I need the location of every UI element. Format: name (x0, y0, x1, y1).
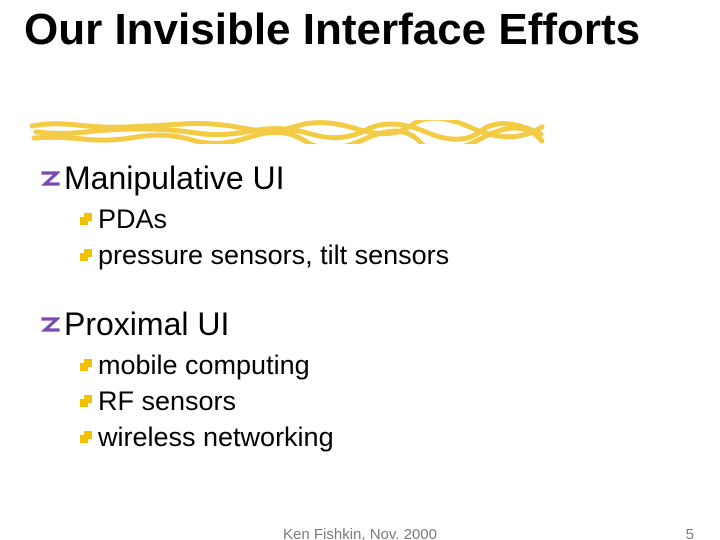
page-number: 5 (686, 526, 694, 540)
slide-title: Our Invisible Interface Efforts (24, 6, 664, 54)
bullet-level2: mobile computing (78, 350, 310, 381)
footer-author: Ken Fishkin, Nov. 2000 (0, 526, 720, 540)
bullet-level1: Proximal UI (40, 306, 229, 343)
bullet-level2: pressure sensors, tilt sensors (78, 240, 449, 271)
bullet-text: mobile computing (98, 350, 310, 380)
sub-bullet-icon (78, 357, 94, 373)
bullet-level2: PDAs (78, 204, 167, 235)
z-bullet-icon (40, 169, 60, 189)
sub-bullet-icon (78, 211, 94, 227)
bullet-text: Proximal UI (64, 306, 229, 342)
bullet-level2: wireless networking (78, 422, 334, 453)
bullet-text: Manipulative UI (64, 160, 285, 196)
z-bullet-icon (40, 315, 60, 335)
sub-bullet-icon (78, 429, 94, 445)
bullet-text: pressure sensors, tilt sensors (98, 240, 449, 270)
bullet-text: PDAs (98, 204, 167, 234)
bullet-level2: RF sensors (78, 386, 236, 417)
bullet-text: wireless networking (98, 422, 334, 452)
sub-bullet-icon (78, 247, 94, 263)
slide: Our Invisible Interface Efforts Manipula… (0, 0, 720, 540)
title-underline (30, 120, 550, 144)
bullet-text: RF sensors (98, 386, 236, 416)
sub-bullet-icon (78, 393, 94, 409)
bullet-level1: Manipulative UI (40, 160, 285, 197)
